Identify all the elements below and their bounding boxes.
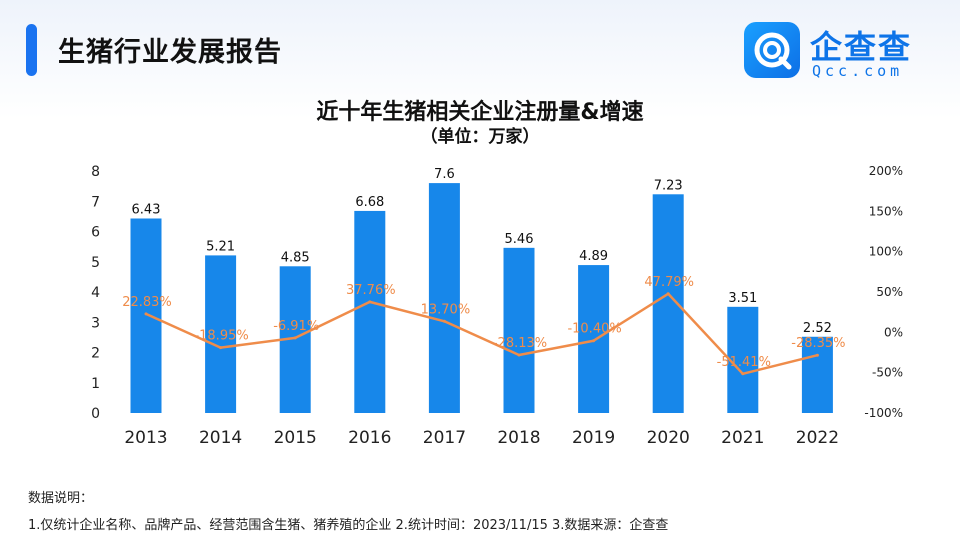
x-axis-tick-label: 2014 (199, 428, 242, 448)
bar (578, 265, 610, 413)
growth-rate-point (219, 346, 223, 350)
left-axis-tick-label: 2 (91, 346, 100, 362)
growth-rate-point (592, 339, 596, 343)
bar-value-label: 5.21 (206, 239, 235, 254)
bar-value-label: 6.43 (132, 202, 161, 217)
bar (727, 306, 759, 413)
page-title: 生猪行业发展报告 (58, 37, 282, 68)
left-axis-tick-label: 5 (91, 255, 100, 271)
bar (205, 255, 237, 413)
bar-value-label: 7.23 (654, 178, 683, 193)
right-axis-tick-label: 150% (869, 204, 903, 218)
right-axis-tick-label: 50% (876, 285, 903, 299)
qcc-logo-icon (744, 22, 800, 78)
bar-value-label: 7.6 (434, 167, 455, 182)
bar-value-label: 6.68 (355, 195, 384, 210)
bar-value-label: 5.46 (505, 232, 534, 247)
bar (801, 336, 833, 413)
growth-rate-point (368, 300, 372, 304)
growth-rate-point (741, 372, 745, 376)
left-axis-tick-label: 3 (91, 315, 100, 331)
logo-domain: Qcc.com (812, 62, 904, 80)
growth-rate-point (815, 353, 819, 357)
x-axis-tick-label: 2017 (423, 428, 466, 448)
growth-rate-label: 13.70% (421, 302, 471, 317)
bar (503, 247, 535, 413)
title-accent-bar (26, 24, 37, 76)
x-axis-tick-label: 2020 (647, 428, 690, 448)
x-axis-tick-label: 2022 (796, 428, 839, 448)
growth-rate-label: 37.76% (346, 283, 396, 298)
growth-rate-label: 22.83% (122, 295, 172, 310)
growth-rate-label: 47.79% (644, 275, 694, 290)
growth-rate-point (666, 292, 670, 296)
growth-rate-label: -6.91% (273, 319, 319, 334)
chart-title: 近十年生猪相关企业注册量&增速 (316, 100, 644, 125)
growth-rate-point (442, 319, 446, 323)
growth-rate-line (145, 292, 818, 376)
notes-body: 1.仅统计企业名称、品牌产品、经营范围含生猪、猪养殖的企业 2.统计时间：202… (28, 518, 669, 533)
left-axis-tick-label: 4 (91, 285, 100, 301)
x-axis-tick-label: 2019 (572, 428, 615, 448)
right-axis-tick-label: -100% (864, 406, 903, 420)
right-axis-tick-label: 0% (884, 325, 903, 339)
bar-value-label: 4.89 (579, 249, 608, 264)
left-axis-tick-label: 6 (91, 225, 100, 241)
bar-value-label: 3.51 (728, 291, 757, 306)
bar (130, 218, 162, 413)
x-axis-tick-label: 2015 (274, 428, 317, 448)
growth-rate-label: -10.40% (567, 322, 621, 337)
x-axis-tick-label: 2016 (348, 428, 391, 448)
growth-rate-point (144, 312, 148, 316)
right-axis-tick-label: 100% (869, 245, 903, 259)
growth-rate-point (517, 353, 521, 357)
bar-value-label: 2.52 (803, 321, 832, 336)
x-axis-tick-label: 2021 (721, 428, 764, 448)
growth-rate-label: -18.95% (194, 329, 248, 344)
bar (428, 183, 460, 413)
growth-rate-label: -28.13% (493, 336, 547, 351)
chart-subtitle: （单位：万家） (420, 127, 540, 147)
left-axis-tick-label: 8 (91, 164, 100, 180)
right-axis-tick-label: 200% (869, 164, 903, 178)
right-axis-tick-label: -50% (872, 366, 903, 380)
left-axis-tick-label: 7 (91, 194, 100, 210)
logo-name: 企查查 (810, 28, 913, 66)
left-axis-tick-label: 0 (91, 406, 100, 422)
bar-value-label: 4.85 (281, 250, 310, 265)
notes-heading: 数据说明： (28, 491, 94, 506)
growth-rate-label: -51.41% (717, 355, 771, 370)
bar (354, 210, 386, 413)
brand-logo: 企查查 Qcc.com (744, 22, 934, 80)
left-axis-tick-label: 1 (91, 376, 100, 392)
growth-rate-point (293, 336, 297, 340)
growth-rate-label: -28.35% (791, 336, 845, 351)
x-axis-tick-label: 2018 (497, 428, 540, 448)
x-axis-tick-label: 2013 (124, 428, 167, 448)
